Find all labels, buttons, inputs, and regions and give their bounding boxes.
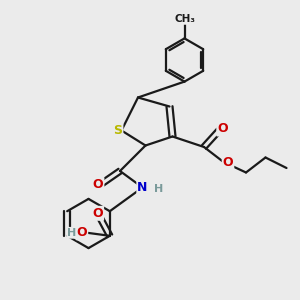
- Text: S: S: [113, 124, 122, 137]
- Text: O: O: [92, 207, 103, 220]
- Text: H: H: [67, 228, 76, 238]
- Text: O: O: [223, 155, 233, 169]
- Text: CH₃: CH₃: [175, 14, 196, 24]
- Text: O: O: [76, 226, 87, 239]
- Text: N: N: [137, 181, 148, 194]
- Text: O: O: [217, 122, 228, 136]
- Text: H: H: [154, 184, 164, 194]
- Text: O: O: [93, 178, 104, 191]
